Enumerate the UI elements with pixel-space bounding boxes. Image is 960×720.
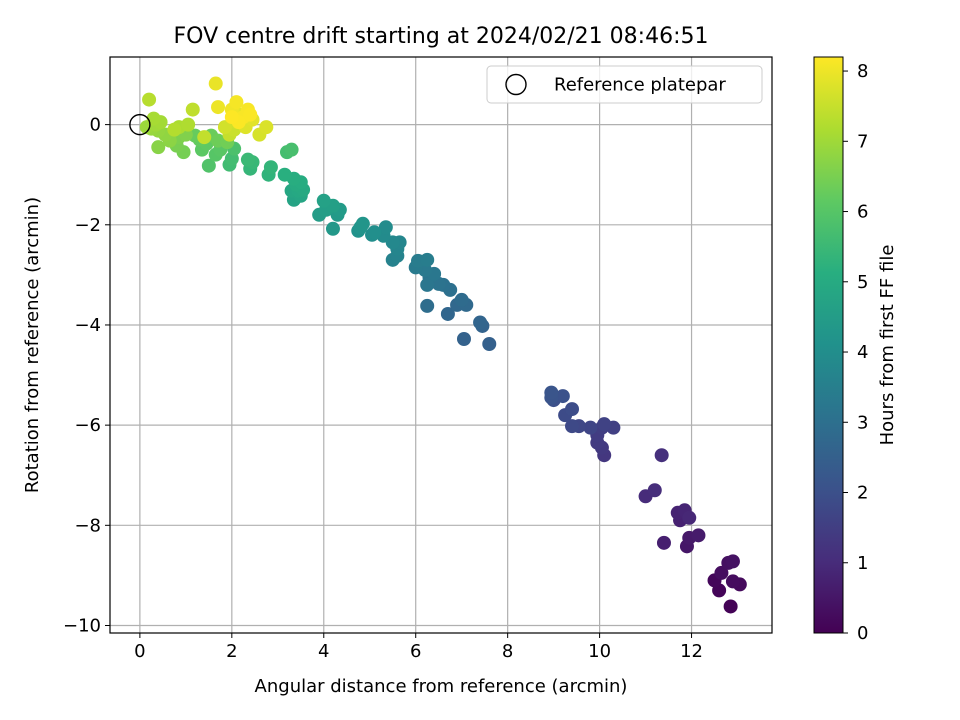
colorbar-gradient — [813, 56, 844, 634]
data-point — [167, 122, 182, 137]
data-point — [367, 225, 382, 240]
data-point — [243, 107, 258, 122]
colorbar-tick-label: 4 — [857, 342, 868, 363]
x-tick-label: 8 — [502, 641, 513, 662]
x-axis-ticks: 0 2 4 6 8 10 12 — [134, 633, 703, 662]
data-point — [654, 448, 669, 463]
colorbar: 0 1 2 3 4 5 6 7 8 Hours from first FF file — [813, 56, 898, 644]
data-point — [146, 111, 161, 126]
data-point — [181, 117, 196, 132]
colorbar-tick-label: 2 — [857, 483, 868, 504]
data-point — [240, 152, 255, 167]
colorbar-tick-label: 3 — [857, 412, 868, 433]
data-point — [565, 419, 580, 434]
data-point — [420, 277, 435, 292]
data-point — [583, 420, 598, 435]
legend-reference-marker — [505, 73, 527, 96]
x-tick-label: 0 — [134, 641, 145, 662]
data-point — [691, 528, 706, 543]
x-axis-label: Angular distance from reference (arcmin) — [255, 676, 628, 697]
colorbar-tick-label: 1 — [857, 553, 868, 574]
data-point — [197, 130, 212, 145]
grid — [110, 57, 772, 633]
data-point — [208, 76, 223, 91]
x-tick-label: 10 — [588, 641, 611, 662]
y-tick-label: −10 — [63, 615, 101, 636]
data-point — [647, 483, 662, 498]
legend-entry-reference: Reference platepar — [554, 75, 726, 96]
data-point — [224, 110, 239, 125]
y-tick-label: −2 — [74, 215, 101, 236]
data-point — [723, 599, 738, 614]
data-point — [725, 554, 740, 569]
colorbar-ticks: 0 1 2 3 4 5 6 7 8 — [843, 61, 868, 644]
legend: Reference platepar — [486, 65, 763, 104]
data-point — [211, 100, 226, 115]
data-point — [714, 565, 729, 580]
data-point — [597, 417, 612, 432]
data-point — [201, 158, 216, 173]
data-point — [316, 193, 331, 208]
data-points — [129, 76, 747, 614]
y-axis-label: Rotation from reference (arcmin) — [22, 197, 43, 493]
legend-box — [486, 65, 763, 104]
colorbar-tick-label: 7 — [857, 131, 868, 152]
chart-title: FOV centre drift starting at 2024/02/21 … — [174, 24, 709, 49]
y-tick-label: −8 — [74, 515, 101, 536]
data-point — [482, 336, 497, 351]
x-tick-label: 2 — [226, 641, 237, 662]
data-point — [544, 385, 559, 400]
y-tick-label: −4 — [74, 315, 101, 336]
data-point — [229, 95, 244, 110]
data-point — [456, 331, 471, 346]
data-point — [284, 142, 299, 157]
data-point — [263, 160, 278, 175]
data-point — [473, 315, 488, 330]
y-tick-label: 0 — [90, 115, 101, 136]
data-point — [440, 306, 455, 321]
colorbar-tick-label: 0 — [857, 623, 868, 644]
y-tick-label: −6 — [74, 415, 101, 436]
data-point — [378, 220, 393, 235]
data-point — [420, 298, 435, 313]
data-point — [355, 216, 370, 231]
data-point — [325, 221, 340, 236]
data-point — [682, 510, 697, 525]
data-point — [656, 535, 671, 550]
colorbar-tick-label: 8 — [857, 61, 868, 82]
data-point — [259, 120, 274, 135]
y-axis-ticks: 0 −2 −4 −6 −8 −10 — [63, 115, 110, 636]
data-point — [217, 120, 232, 135]
x-tick-label: 6 — [410, 641, 421, 662]
reference-point — [129, 113, 151, 136]
data-point — [151, 140, 166, 155]
colorbar-tick-label: 6 — [857, 202, 868, 223]
plot-frame — [109, 56, 773, 634]
data-point — [725, 574, 740, 589]
data-point — [555, 389, 570, 404]
data-point — [454, 292, 469, 307]
data-point — [565, 402, 580, 417]
data-point — [142, 92, 157, 107]
data-point — [185, 102, 200, 117]
colorbar-label: Hours from first FF file — [877, 245, 898, 446]
x-tick-label: 4 — [318, 641, 329, 662]
x-tick-label: 12 — [680, 641, 703, 662]
data-point — [277, 167, 292, 182]
data-point — [420, 252, 435, 267]
colorbar-tick-label: 5 — [857, 272, 868, 293]
